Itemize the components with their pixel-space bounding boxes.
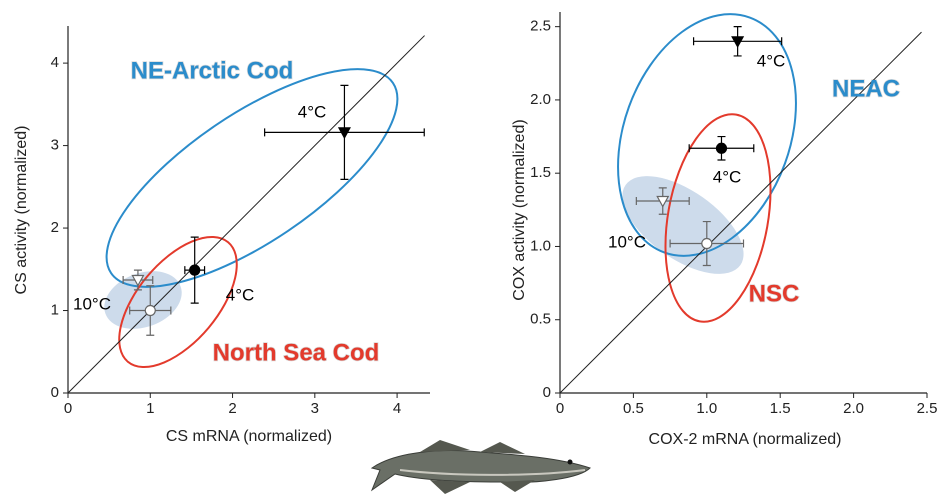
point-triangle xyxy=(131,274,145,287)
y-tick-label: 2.0 xyxy=(530,91,551,108)
annotation: 10°C xyxy=(73,294,111,313)
region-ellipse xyxy=(617,13,797,257)
y-tick-label: 0 xyxy=(51,384,59,401)
y-tick-label: 0.5 xyxy=(530,311,551,328)
x-axis-label: CS mRNA (normalized) xyxy=(166,428,332,445)
fish-illustration xyxy=(370,440,591,494)
y-tick-label: 4 xyxy=(51,54,59,71)
point-circle xyxy=(701,237,713,250)
identity-line xyxy=(67,35,425,394)
x-tick-label: 1.5 xyxy=(770,400,791,417)
point-circle xyxy=(144,304,156,317)
annotation: NEAC xyxy=(832,75,900,102)
x-tick-label: 0 xyxy=(64,400,72,417)
point-triangle xyxy=(656,195,670,208)
x-tick-label: 3 xyxy=(311,400,319,417)
point-triangle xyxy=(731,36,745,49)
x-tick-label: 0.5 xyxy=(623,400,644,417)
x-tick-label: 2.5 xyxy=(917,400,938,417)
y-axis-label: CS activity (normalized) xyxy=(13,126,30,295)
y-tick-label: 1.5 xyxy=(530,164,551,181)
x-tick-label: 4 xyxy=(393,400,401,417)
x-tick-label: 2.0 xyxy=(843,400,864,417)
annotation: 4°C xyxy=(757,51,786,70)
x-tick-label: 1.0 xyxy=(696,400,717,417)
y-tick-label: 1 xyxy=(51,301,59,318)
point-circle xyxy=(715,142,728,154)
y-tick-label: 3 xyxy=(51,137,59,154)
annotation: 10°C xyxy=(608,232,646,251)
y-tick-label: 0 xyxy=(543,384,551,401)
point-circle xyxy=(189,264,201,276)
annotation: 4°C xyxy=(298,102,327,121)
annotation: 4°C xyxy=(226,285,255,304)
x-tick-label: 0 xyxy=(556,400,564,417)
annotation: 4°C xyxy=(713,167,742,186)
y-tick-label: 2.5 xyxy=(530,18,551,35)
y-axis-label: COX activity (normalized) xyxy=(511,119,528,300)
region-ellipse xyxy=(664,113,772,323)
y-tick-label: 2 xyxy=(51,219,59,236)
x-axis-label: COX-2 mRNA (normalized) xyxy=(649,431,842,448)
point-triangle xyxy=(337,127,351,140)
x-tick-label: 1 xyxy=(146,400,154,417)
region-ellipse xyxy=(118,235,238,369)
annotation: North Sea Cod xyxy=(213,339,380,366)
identity-line xyxy=(559,31,922,394)
annotation: NE-Arctic Cod xyxy=(131,57,294,84)
x-tick-label: 2 xyxy=(228,400,236,417)
region-ellipse xyxy=(105,68,399,288)
y-tick-label: 1.0 xyxy=(530,237,551,254)
annotation: NSC xyxy=(749,280,800,307)
